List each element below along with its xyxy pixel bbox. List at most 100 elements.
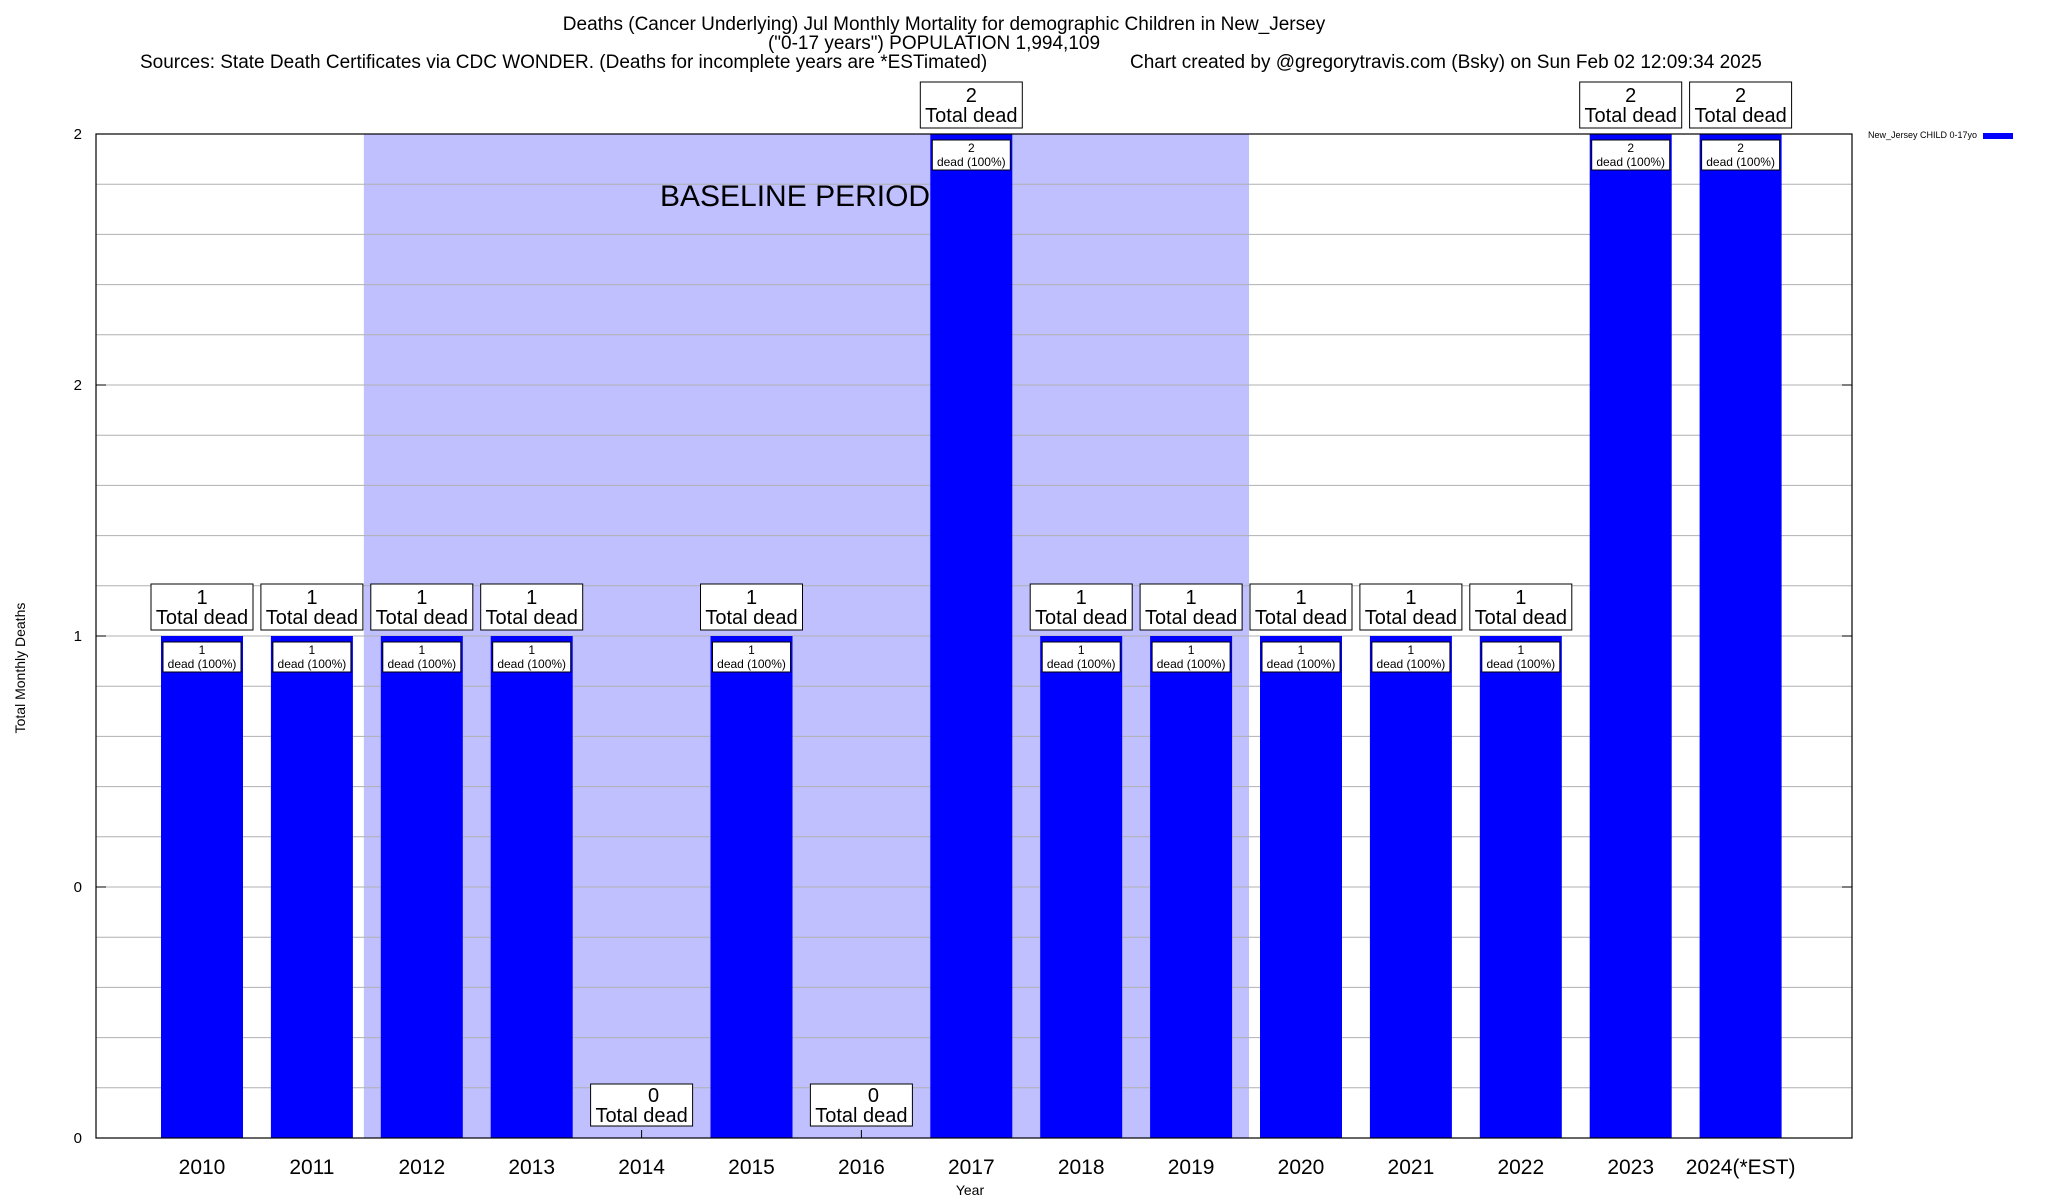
bar-inner-label-text: dead (100%) [937, 155, 1006, 169]
bar [710, 636, 793, 1138]
x-tick-label: 2020 [1278, 1156, 1325, 1179]
bar-inner-label-box [1261, 641, 1341, 673]
bar-inner-label-value: 1 [1517, 643, 1524, 657]
total-label-box [1689, 81, 1793, 129]
total-label-text: Total dead [815, 1105, 907, 1127]
legend: New_Jersey CHILD 0-17yo [1868, 130, 2014, 140]
bar-inner-label-value: 1 [418, 643, 425, 657]
bar-inner-label-value: 1 [528, 643, 535, 657]
total-label-value: 2 [966, 85, 977, 107]
bar-inner-label-box [931, 139, 1011, 171]
bar-inner-label-box [272, 641, 352, 673]
bar-inner-label-value: 2 [1627, 141, 1634, 155]
x-tick-label: 2023 [1607, 1156, 1654, 1179]
bar [1589, 134, 1672, 1138]
bar-inner-label-box [1151, 641, 1231, 673]
total-label-value: 2 [1735, 85, 1746, 107]
legend-swatch [1983, 132, 2014, 139]
total-label-box [809, 1083, 913, 1127]
total-label-value: 1 [416, 587, 427, 609]
bar-inner-label-box [162, 641, 242, 673]
total-label-box [260, 583, 364, 631]
bar-inner-label-text: dead (100%) [1706, 155, 1775, 169]
chart-title-line-2: ("0-17 years") POPULATION 1,994,109 [767, 33, 1101, 54]
bar-inner-label-box [1591, 139, 1671, 171]
total-label-box [370, 583, 474, 631]
bar-inner-label-box [1701, 139, 1781, 171]
y-tick-label: 0 [74, 879, 82, 896]
total-label-value: 1 [1405, 587, 1416, 609]
total-label-value: 0 [868, 1085, 879, 1107]
bar-inner-label-text: dead (100%) [278, 657, 347, 671]
total-label-text: Total dead [1145, 607, 1237, 629]
bar-inner-label-value: 1 [199, 643, 206, 657]
bar-inner-label-value: 1 [748, 643, 755, 657]
bar [161, 636, 243, 1138]
total-label-value: 1 [1295, 587, 1306, 609]
x-tick-label: 2011 [289, 1156, 334, 1179]
total-label-text: Total dead [266, 607, 358, 629]
y-tick-label: 0 [74, 1130, 82, 1147]
total-label-box [1139, 583, 1243, 631]
bar-inner-label-box [492, 641, 572, 673]
y-tick-label: 2 [74, 377, 82, 394]
total-label-value: 2 [1625, 85, 1636, 107]
y-tick-label: 1 [74, 628, 82, 645]
total-label-box [480, 583, 584, 631]
total-label-text: Total dead [1694, 105, 1786, 127]
bar-inner-label-text: dead (100%) [1596, 155, 1665, 169]
total-label-value: 1 [526, 587, 537, 609]
bar-inner-label-text: dead (100%) [1267, 657, 1336, 671]
total-label-value: 1 [1186, 587, 1197, 609]
total-label-text: Total dead [1585, 105, 1677, 127]
legend-label: New_Jersey CHILD 0-17yo [1868, 130, 1978, 140]
bar-inner-label-text: dead (100%) [497, 657, 566, 671]
total-label-value: 1 [1515, 587, 1526, 609]
bar [1040, 636, 1123, 1138]
plot-border [95, 133, 1853, 1139]
x-tick-label: 2021 [1388, 1156, 1435, 1179]
total-label-text: Total dead [376, 607, 468, 629]
bar-inner-label-box [1041, 641, 1121, 673]
bar-inner-label-value: 1 [1408, 643, 1415, 657]
bar [930, 134, 1013, 1138]
bar-inner-label-value: 1 [309, 643, 316, 657]
total-label-value: 1 [196, 587, 207, 609]
x-tick-label: 2016 [838, 1156, 885, 1179]
bar [380, 636, 463, 1138]
bar-inner-label-value: 2 [968, 141, 975, 155]
total-label-text: Total dead [1255, 607, 1347, 629]
total-label-box [150, 583, 254, 631]
bar-inner-label-text: dead (100%) [1157, 657, 1226, 671]
total-label-value: 1 [306, 587, 317, 609]
total-label-value: 1 [1076, 587, 1087, 609]
total-label-box [1359, 583, 1463, 631]
total-label-box [700, 583, 803, 631]
bar-inner-label-text: dead (100%) [168, 657, 237, 671]
x-tick-label: 2012 [398, 1156, 445, 1179]
total-label-box [919, 81, 1023, 129]
bar-inner-label-value: 1 [1078, 643, 1085, 657]
x-tick-label: 2017 [948, 1156, 995, 1179]
bar [1479, 636, 1562, 1138]
x-tick-label: 2013 [508, 1156, 555, 1179]
bar [270, 636, 353, 1138]
bar [1150, 636, 1233, 1138]
chart-sources-text: Sources: State Death Certificates via CD… [140, 52, 988, 73]
bar-inner-label-box [712, 641, 791, 673]
x-tick-label: 2018 [1058, 1156, 1105, 1179]
total-label-box [590, 1083, 694, 1127]
bar-inner-label-value: 1 [1298, 643, 1305, 657]
bar-inner-label-box [382, 641, 462, 673]
y-tick-label: 2 [74, 126, 82, 143]
baseline-label: BASELINE PERIOD [660, 180, 930, 213]
total-label-text: Total dead [1475, 607, 1567, 629]
bar-inner-label-text: dead (100%) [1486, 657, 1555, 671]
bar [490, 636, 573, 1138]
total-label-text: Total dead [705, 607, 797, 629]
total-label-box [1579, 81, 1683, 129]
bar-inner-label-value: 2 [1737, 141, 1744, 155]
bar [1699, 134, 1782, 1138]
bar-inner-label-text: dead (100%) [1377, 657, 1446, 671]
